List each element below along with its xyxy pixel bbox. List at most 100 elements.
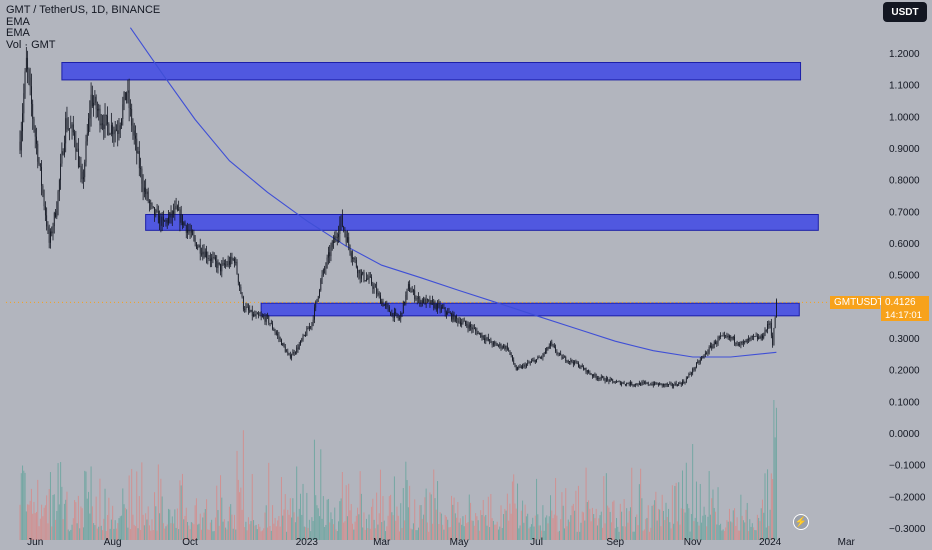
volume-bar xyxy=(142,514,144,540)
candle-body xyxy=(132,125,134,131)
volume-bar xyxy=(618,531,620,540)
volume-bar xyxy=(646,517,648,540)
candle-body xyxy=(57,191,59,211)
candle-body xyxy=(382,301,384,306)
candle-body xyxy=(693,368,695,370)
candle-body xyxy=(353,258,355,260)
candle-body xyxy=(314,307,315,320)
candle-body xyxy=(501,347,503,349)
volume-bar xyxy=(666,517,668,540)
candle-body xyxy=(262,316,263,317)
candle-body xyxy=(713,341,715,346)
volume-bar xyxy=(115,528,117,540)
volume-bar xyxy=(593,514,595,540)
candle-body xyxy=(593,374,595,377)
volume-bar xyxy=(374,528,376,540)
candle-body xyxy=(641,382,643,386)
volume-bar xyxy=(657,508,659,540)
time-tick-label: Oct xyxy=(182,537,198,548)
candle-body xyxy=(616,381,617,383)
lightning-icon[interactable]: ⚡ xyxy=(793,514,809,530)
volume-bar xyxy=(46,495,48,540)
candle-body xyxy=(90,94,92,114)
volume-bar xyxy=(301,514,303,540)
currency-button[interactable]: USDT xyxy=(883,2,927,22)
volume-bar xyxy=(452,504,454,540)
volume-bar xyxy=(51,526,53,540)
volume-bar xyxy=(272,505,274,540)
candle-body xyxy=(286,351,287,353)
volume-bar xyxy=(220,475,222,540)
candle-body xyxy=(650,384,652,386)
candle-body xyxy=(390,312,391,316)
candle-body xyxy=(767,324,768,331)
candle-body xyxy=(725,335,727,337)
volume-bar xyxy=(715,511,717,540)
candle-body xyxy=(335,236,337,238)
volume-bar xyxy=(499,526,501,540)
volume-bar xyxy=(563,528,565,540)
candle-body xyxy=(42,185,44,194)
volume-bar xyxy=(769,509,771,540)
candle-body xyxy=(564,356,565,358)
volume-bar xyxy=(404,520,406,540)
legend-title[interactable]: GMT / TetherUS, 1D, BINANCE xyxy=(6,4,161,16)
volume-bar xyxy=(608,507,610,540)
volume-bar xyxy=(552,518,554,540)
candle-body xyxy=(657,383,659,386)
candle-body xyxy=(569,361,570,362)
bar-countdown: 14:17:01 xyxy=(881,309,929,321)
candle-body xyxy=(529,362,531,364)
volume-bar xyxy=(709,514,711,540)
candle-body xyxy=(539,357,541,359)
resistance-zones xyxy=(61,62,819,317)
volume-bar xyxy=(358,514,360,540)
time-axis[interactable]: Jun Aug Oct 2023 Mar May Jul Sep Nov 2024 Mar xyxy=(27,537,855,548)
volume-bar xyxy=(690,514,692,540)
candle-body xyxy=(572,362,574,365)
candle-body xyxy=(293,351,295,354)
candle-body xyxy=(424,298,426,305)
candle-body xyxy=(465,320,466,324)
volume-bar xyxy=(183,519,185,540)
volume-bar xyxy=(490,494,492,540)
candle-body xyxy=(196,242,197,249)
candle-body xyxy=(706,353,708,354)
volume-bar xyxy=(448,527,450,540)
candle-body xyxy=(248,307,249,311)
legend-ema-2[interactable]: EMA xyxy=(6,27,30,39)
ema-200-line xyxy=(129,27,777,358)
candle-body xyxy=(64,143,65,155)
candle-body xyxy=(104,114,106,130)
chart-legend: GMT / TetherUS, 1D, BINANCE EMA EMA Vol … xyxy=(6,4,161,51)
candle-body xyxy=(255,314,257,316)
candle-body xyxy=(218,262,220,264)
volume-bar xyxy=(266,527,268,540)
volume-bar xyxy=(89,513,91,540)
candle-body xyxy=(128,90,130,109)
candle-body xyxy=(758,337,760,339)
volume-bar xyxy=(84,470,86,540)
volume-bar xyxy=(495,524,497,540)
candle-body xyxy=(707,352,709,354)
volume-bar xyxy=(71,524,73,540)
legend-volume[interactable]: Vol · GMT xyxy=(6,38,56,51)
candle-body xyxy=(652,383,654,386)
volume-bar xyxy=(438,524,440,540)
volume-bar xyxy=(717,487,719,540)
volume-bar xyxy=(420,505,422,540)
candle-body xyxy=(749,337,751,340)
candle-body xyxy=(274,330,276,333)
candle-body xyxy=(268,316,270,324)
legend-ema-1[interactable]: EMA xyxy=(6,15,30,28)
candle-body xyxy=(434,303,436,309)
candle-body xyxy=(58,180,60,192)
volume-bar xyxy=(546,515,548,540)
price-axis[interactable]: 1.2000 1.1000 1.0000 0.9000 0.8000 0.7000 0.60… xyxy=(889,49,926,535)
volume-bar xyxy=(580,522,582,540)
volume-bar xyxy=(497,529,499,540)
volume-bar xyxy=(491,518,493,540)
volume-bar xyxy=(598,518,600,540)
